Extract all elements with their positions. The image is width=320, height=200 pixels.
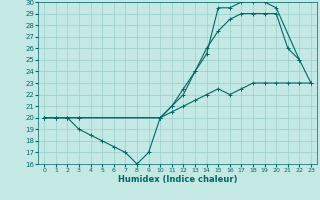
- X-axis label: Humidex (Indice chaleur): Humidex (Indice chaleur): [118, 175, 237, 184]
